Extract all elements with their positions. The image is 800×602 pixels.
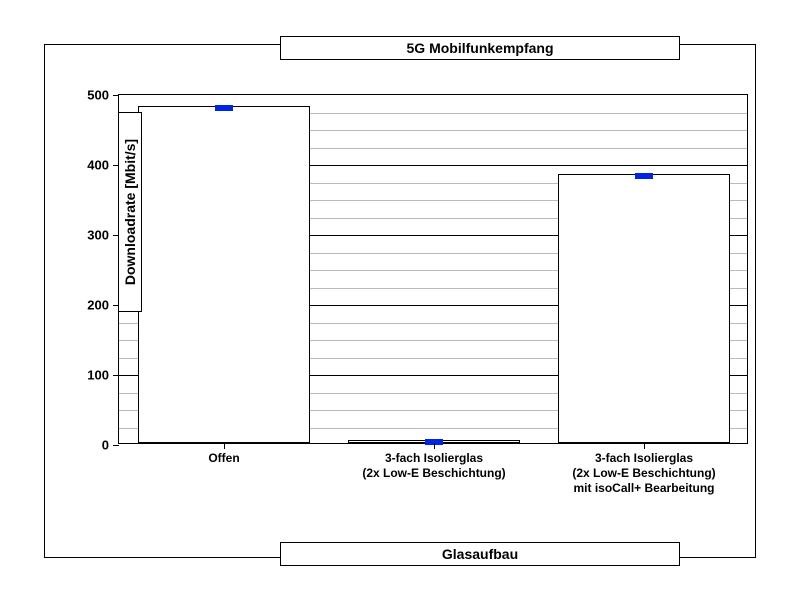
y-axis-title-text: Downloadrate [Mbit/s] [122, 139, 138, 285]
chart-title-text: 5G Mobilfunkempfang [407, 40, 554, 56]
y-axis-title: Downloadrate [Mbit/s] [118, 112, 142, 312]
y-tick-label: 200 [69, 298, 109, 313]
y-tick-mark [113, 95, 119, 96]
y-tick-mark [113, 375, 119, 376]
x-axis-title: Glasaufbau [280, 542, 680, 566]
bar [138, 106, 310, 443]
y-tick-label: 100 [69, 368, 109, 383]
y-tick-label: 400 [69, 158, 109, 173]
y-tick-label: 500 [69, 88, 109, 103]
x-axis-title-text: Glasaufbau [442, 546, 518, 562]
bar [558, 174, 730, 444]
bar-marker [635, 173, 653, 179]
plot-area: 0100200300400500Offen3-fach Isolierglas(… [118, 94, 748, 444]
x-tick-mark [224, 443, 225, 449]
y-tick-label: 300 [69, 228, 109, 243]
x-tick-mark [644, 443, 645, 449]
category-label: Offen [129, 451, 319, 466]
chart-title: 5G Mobilfunkempfang [280, 36, 680, 60]
y-tick-mark [113, 445, 119, 446]
x-tick-mark [434, 443, 435, 449]
y-tick-label: 0 [69, 438, 109, 453]
bar-marker [215, 105, 233, 111]
category-label: 3-fach Isolierglas(2x Low-E Beschichtung… [339, 451, 529, 481]
category-label: 3-fach Isolierglas(2x Low-E Beschichtung… [549, 451, 739, 496]
